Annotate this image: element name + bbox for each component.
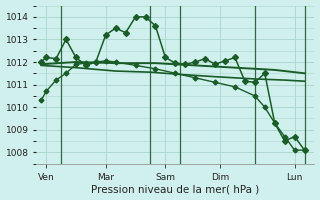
X-axis label: Pression niveau de la mer( hPa ): Pression niveau de la mer( hPa ) bbox=[91, 184, 260, 194]
